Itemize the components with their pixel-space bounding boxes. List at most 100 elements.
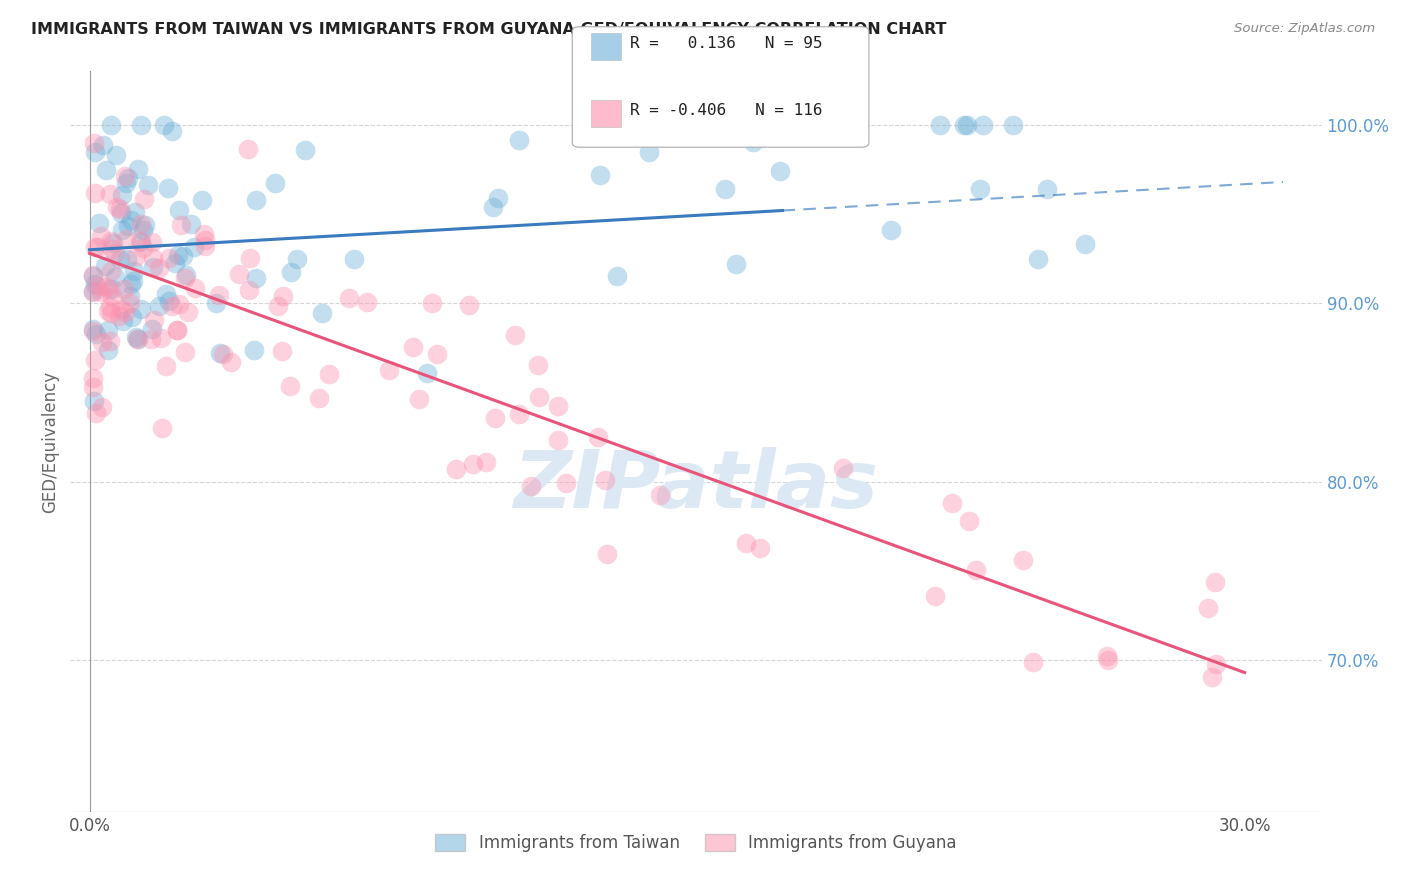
Point: [101, 290, 124, 304]
Point: [90, 285, 112, 299]
Point: [125, 330, 148, 344]
Point: [100, 118, 122, 132]
Point: [114, 305, 136, 319]
Point: [529, 390, 551, 404]
Point: [267, 299, 290, 313]
Point: [343, 252, 366, 267]
Point: [155, 287, 177, 301]
Point: [132, 223, 155, 237]
Point: [194, 239, 217, 253]
Point: [520, 479, 543, 493]
Point: [714, 182, 737, 196]
Point: [152, 118, 174, 132]
Point: [547, 433, 569, 447]
Point: [219, 355, 242, 369]
Point: [84, 186, 107, 200]
Point: [122, 274, 145, 288]
Point: [294, 143, 316, 157]
Point: [98, 282, 121, 296]
Point: [170, 218, 193, 232]
Point: [166, 323, 188, 337]
Point: [503, 327, 526, 342]
Point: [100, 186, 122, 201]
Point: [111, 314, 134, 328]
Point: [118, 296, 141, 310]
Legend: Immigrants from Taiwan, Immigrants from Guyana: Immigrants from Taiwan, Immigrants from …: [429, 828, 963, 859]
Point: [127, 162, 149, 177]
Point: [82, 284, 104, 298]
Point: [94, 279, 117, 293]
Point: [83, 277, 105, 291]
Point: [508, 133, 530, 147]
Point: [749, 541, 772, 556]
Point: [108, 310, 131, 324]
Point: [83, 136, 105, 150]
Point: [155, 359, 177, 373]
Point: [723, 118, 745, 132]
Point: [408, 392, 430, 407]
Point: [1205, 657, 1227, 671]
Point: [97, 323, 120, 337]
Point: [120, 212, 142, 227]
Point: [318, 367, 340, 381]
Point: [1026, 252, 1049, 266]
Point: [238, 251, 260, 265]
Point: [101, 242, 124, 256]
Point: [150, 421, 173, 435]
Point: [142, 260, 165, 274]
Point: [122, 263, 145, 277]
Point: [167, 202, 190, 217]
Point: [121, 310, 143, 325]
Point: [103, 245, 125, 260]
Point: [474, 455, 496, 469]
Point: [209, 346, 232, 360]
Text: R =   0.136   N = 95: R = 0.136 N = 95: [630, 36, 823, 51]
Point: [204, 296, 226, 310]
Y-axis label: GED/Equivalency: GED/Equivalency: [41, 370, 59, 513]
Point: [124, 205, 146, 219]
Point: [416, 366, 439, 380]
Point: [1197, 601, 1219, 615]
Point: [1035, 182, 1057, 196]
Point: [150, 331, 173, 345]
Point: [125, 332, 148, 346]
Point: [110, 223, 132, 237]
Point: [965, 563, 987, 577]
Point: [90, 229, 112, 244]
Point: [1011, 552, 1033, 566]
Point: [166, 323, 188, 337]
Point: [134, 219, 156, 233]
Point: [141, 322, 163, 336]
Point: [84, 145, 107, 159]
Point: [606, 269, 628, 284]
Point: [94, 259, 117, 273]
Point: [93, 137, 115, 152]
Point: [129, 235, 152, 249]
Point: [100, 264, 122, 278]
Point: [82, 371, 104, 385]
Point: [82, 379, 104, 393]
Point: [129, 302, 152, 317]
Point: [91, 334, 114, 349]
Point: [127, 332, 149, 346]
Point: [129, 118, 152, 132]
Point: [100, 306, 122, 320]
Point: [98, 301, 121, 315]
Point: [236, 142, 259, 156]
Point: [177, 305, 200, 319]
Point: [167, 296, 190, 310]
Point: [972, 118, 994, 132]
Text: IMMIGRANTS FROM TAIWAN VS IMMIGRANTS FROM GUYANA GED/EQUIVALENCY CORRELATION CHA: IMMIGRANTS FROM TAIWAN VS IMMIGRANTS FRO…: [31, 22, 946, 37]
Point: [482, 200, 505, 214]
Point: [111, 302, 134, 317]
Point: [90, 401, 112, 415]
Point: [212, 347, 235, 361]
Point: [84, 326, 107, 341]
Point: [1204, 574, 1226, 589]
Point: [138, 178, 160, 192]
Point: [690, 118, 713, 132]
Point: [337, 291, 360, 305]
Point: [82, 322, 104, 336]
Point: [101, 282, 124, 296]
Point: [105, 200, 128, 214]
